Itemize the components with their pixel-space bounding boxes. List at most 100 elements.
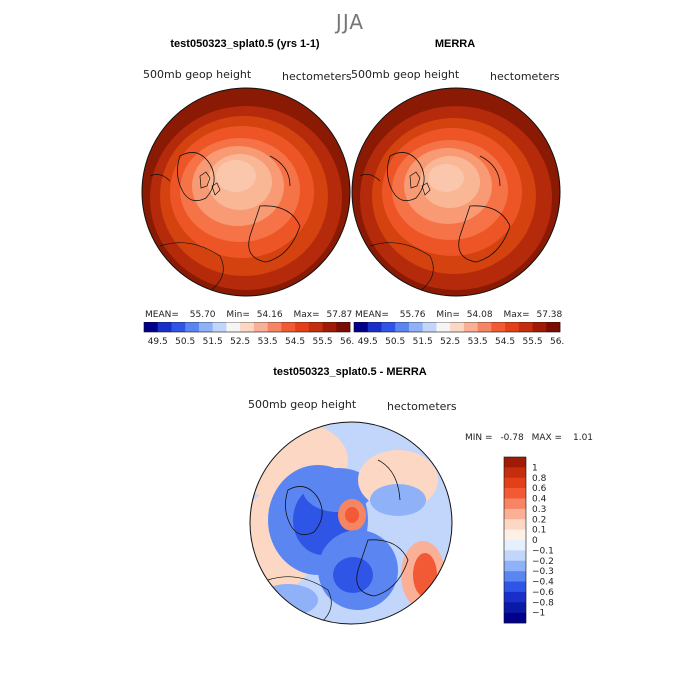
map3-colorbar-swatch: [504, 488, 526, 499]
map2-colorbar: 49.5 50.5 51.5 52.5 53.5 54.5 55.5 56.5: [353, 322, 565, 347]
map2-colorbar-swatch: [436, 322, 451, 332]
map1-colorbar-tick-label: 51.5: [203, 337, 223, 347]
map1-colorbar-swatch: [240, 322, 255, 332]
panel1-units-label: hectometers: [282, 70, 352, 83]
panel3-variable-label: 500mb geop height: [248, 398, 357, 411]
map2-colorbar-swatch: [395, 322, 410, 332]
map3-colorbar-swatch: [504, 560, 526, 572]
season-title: JJA: [335, 10, 365, 34]
panel2-max-value: 57.38: [536, 310, 563, 320]
map3-polar-plot: [249, 421, 453, 625]
map3-colorbar-tick-label: −1: [532, 609, 545, 619]
map2-colorbar-tick-label: 50.5: [385, 337, 405, 347]
panel2-min-value: 54.08: [466, 310, 493, 320]
map1-colorbar-swatch: [198, 322, 213, 332]
map3-colorbar-tick-label: −0.1: [532, 546, 554, 556]
map2-colorbar-tick-label: 55.5: [523, 337, 543, 347]
map1-colorbar-tick-label: 56.5: [340, 337, 355, 347]
map1-colorbar-swatch: [157, 322, 172, 332]
map2-colorbar-swatch: [518, 322, 533, 332]
map3-colorbar-tick-label: 0.1: [532, 526, 546, 536]
map1-colorbar-swatch: [336, 322, 351, 332]
map3-colorbar-swatch: [504, 581, 526, 593]
panel1-stats: MEAN= 55.70 Min= 54.16 Max= 57.87: [145, 310, 352, 320]
panel1-mean-value: 55.70: [189, 310, 216, 320]
map2-colorbar-tick-label: 52.5: [440, 337, 460, 347]
panel2-title: MERRA: [434, 38, 476, 50]
map1-colorbar-tick-label: 54.5: [285, 337, 305, 347]
map3-colorbar-swatch: [504, 529, 526, 541]
map1-colorbar-tick-label: 53.5: [258, 337, 278, 347]
map2-colorbar-swatch: [463, 322, 478, 332]
panel3-units-label: hectometers: [387, 400, 457, 413]
map2-colorbar-swatch: [477, 322, 492, 332]
panel1-title: test050323_splat0.5 (yrs 1-1): [170, 38, 320, 50]
panel1-mean-label: MEAN=: [145, 310, 179, 320]
map2-colorbar-swatch: [532, 322, 547, 332]
map1-colorbar-swatch: [267, 322, 282, 332]
map1-colorbar-swatch: [295, 322, 310, 332]
panel2-units-label: hectometers: [490, 70, 560, 83]
panel2-max-label: Max=: [503, 310, 530, 320]
map3-colorbar-tick-label: −0.2: [532, 557, 554, 567]
map3-colorbar-tick-label: 0.2: [532, 515, 546, 525]
map3-colorbar-tick-label: −0.4: [532, 578, 554, 588]
map3-colorbar-tick-label: 0: [532, 536, 538, 546]
map3-colorbar-tick-label: −0.3: [532, 567, 554, 577]
map3-colorbar: 10.80.60.40.30.20.10−0.1−0.2−0.3−0.4−0.6…: [503, 456, 554, 624]
map3-colorbar-swatch: [504, 508, 526, 520]
panel1-min-value: 54.16: [256, 310, 283, 320]
map1-colorbar-swatch: [185, 322, 200, 332]
panel3-min-label: MIN =: [465, 433, 493, 443]
map1-colorbar-swatch: [212, 322, 227, 332]
map3-colorbar-swatch: [504, 602, 526, 613]
map2-colorbar-tick-label: 53.5: [468, 337, 488, 347]
map3-colorbar-tick-label: 0.6: [532, 484, 547, 494]
map3-colorbar-swatch: [504, 467, 526, 479]
map2-colorbar-swatch: [367, 322, 382, 332]
map2-colorbar-tick-label: 49.5: [358, 337, 378, 347]
panel2-mean-label: MEAN=: [355, 310, 389, 320]
map1-colorbar-tick-label: 49.5: [148, 337, 168, 347]
map1-colorbar-swatch: [281, 322, 296, 332]
map1-colorbar-swatch: [253, 322, 268, 332]
map2-colorbar-swatch: [491, 322, 506, 332]
map2-polar-plot: [351, 87, 561, 297]
panel1-max-label: Max=: [293, 310, 320, 320]
map2-colorbar-swatch: [450, 322, 465, 332]
map2-colorbar-tick-label: 56.5: [550, 337, 565, 347]
map3-colorbar-tick-label: 0.4: [532, 495, 547, 505]
map2-colorbar-swatch: [354, 322, 369, 332]
panel1-variable-label: 500mb geop height: [143, 68, 252, 81]
panel3-stats: MIN = -0.78 MAX = 1.01: [465, 433, 593, 443]
map3-colorbar-tick-label: −0.8: [532, 598, 554, 608]
panel1-min-label: Min=: [226, 310, 250, 320]
map3-colorbar-swatch: [504, 612, 526, 624]
map3-colorbar-tick-label: 1: [532, 463, 538, 473]
map1-colorbar-tick-label: 55.5: [313, 337, 333, 347]
map1-colorbar-tick-label: 52.5: [230, 337, 250, 347]
map1-colorbar-swatch: [171, 322, 186, 332]
map3-colorbar-swatch: [504, 477, 526, 489]
map1-colorbar: 49.5 50.5 51.5 52.5 53.5 54.5 55.5 56.5: [143, 322, 355, 347]
map1-polar-plot: [141, 87, 351, 297]
map3-field: [250, 422, 452, 624]
panel2-mean-value: 55.76: [399, 310, 426, 320]
map3-colorbar-tick-label: −0.6: [532, 588, 554, 598]
map2-colorbar-swatch: [505, 322, 520, 332]
map3-colorbar-swatch: [504, 550, 526, 562]
panel2-stats: MEAN= 55.76 Min= 54.08 Max= 57.38: [355, 310, 562, 320]
map3-colorbar-swatch: [504, 457, 526, 468]
panel3-title: test050323_splat0.5 - MERRA: [273, 366, 427, 378]
panel2-min-label: Min=: [436, 310, 460, 320]
panel3-max-label: MAX =: [531, 433, 563, 443]
map1-colorbar-tick-label: 50.5: [175, 337, 195, 347]
map3-colorbar-swatch: [504, 571, 526, 582]
panel3-min-value: -0.78: [500, 433, 524, 443]
panel3-max-value: 1.01: [572, 433, 594, 443]
map1-colorbar-swatch: [226, 322, 241, 332]
map3-colorbar-tick-label: 0.8: [532, 474, 547, 484]
map2-field: [352, 88, 560, 296]
map2-colorbar-swatch: [422, 322, 437, 332]
map2-colorbar-swatch: [408, 322, 423, 332]
